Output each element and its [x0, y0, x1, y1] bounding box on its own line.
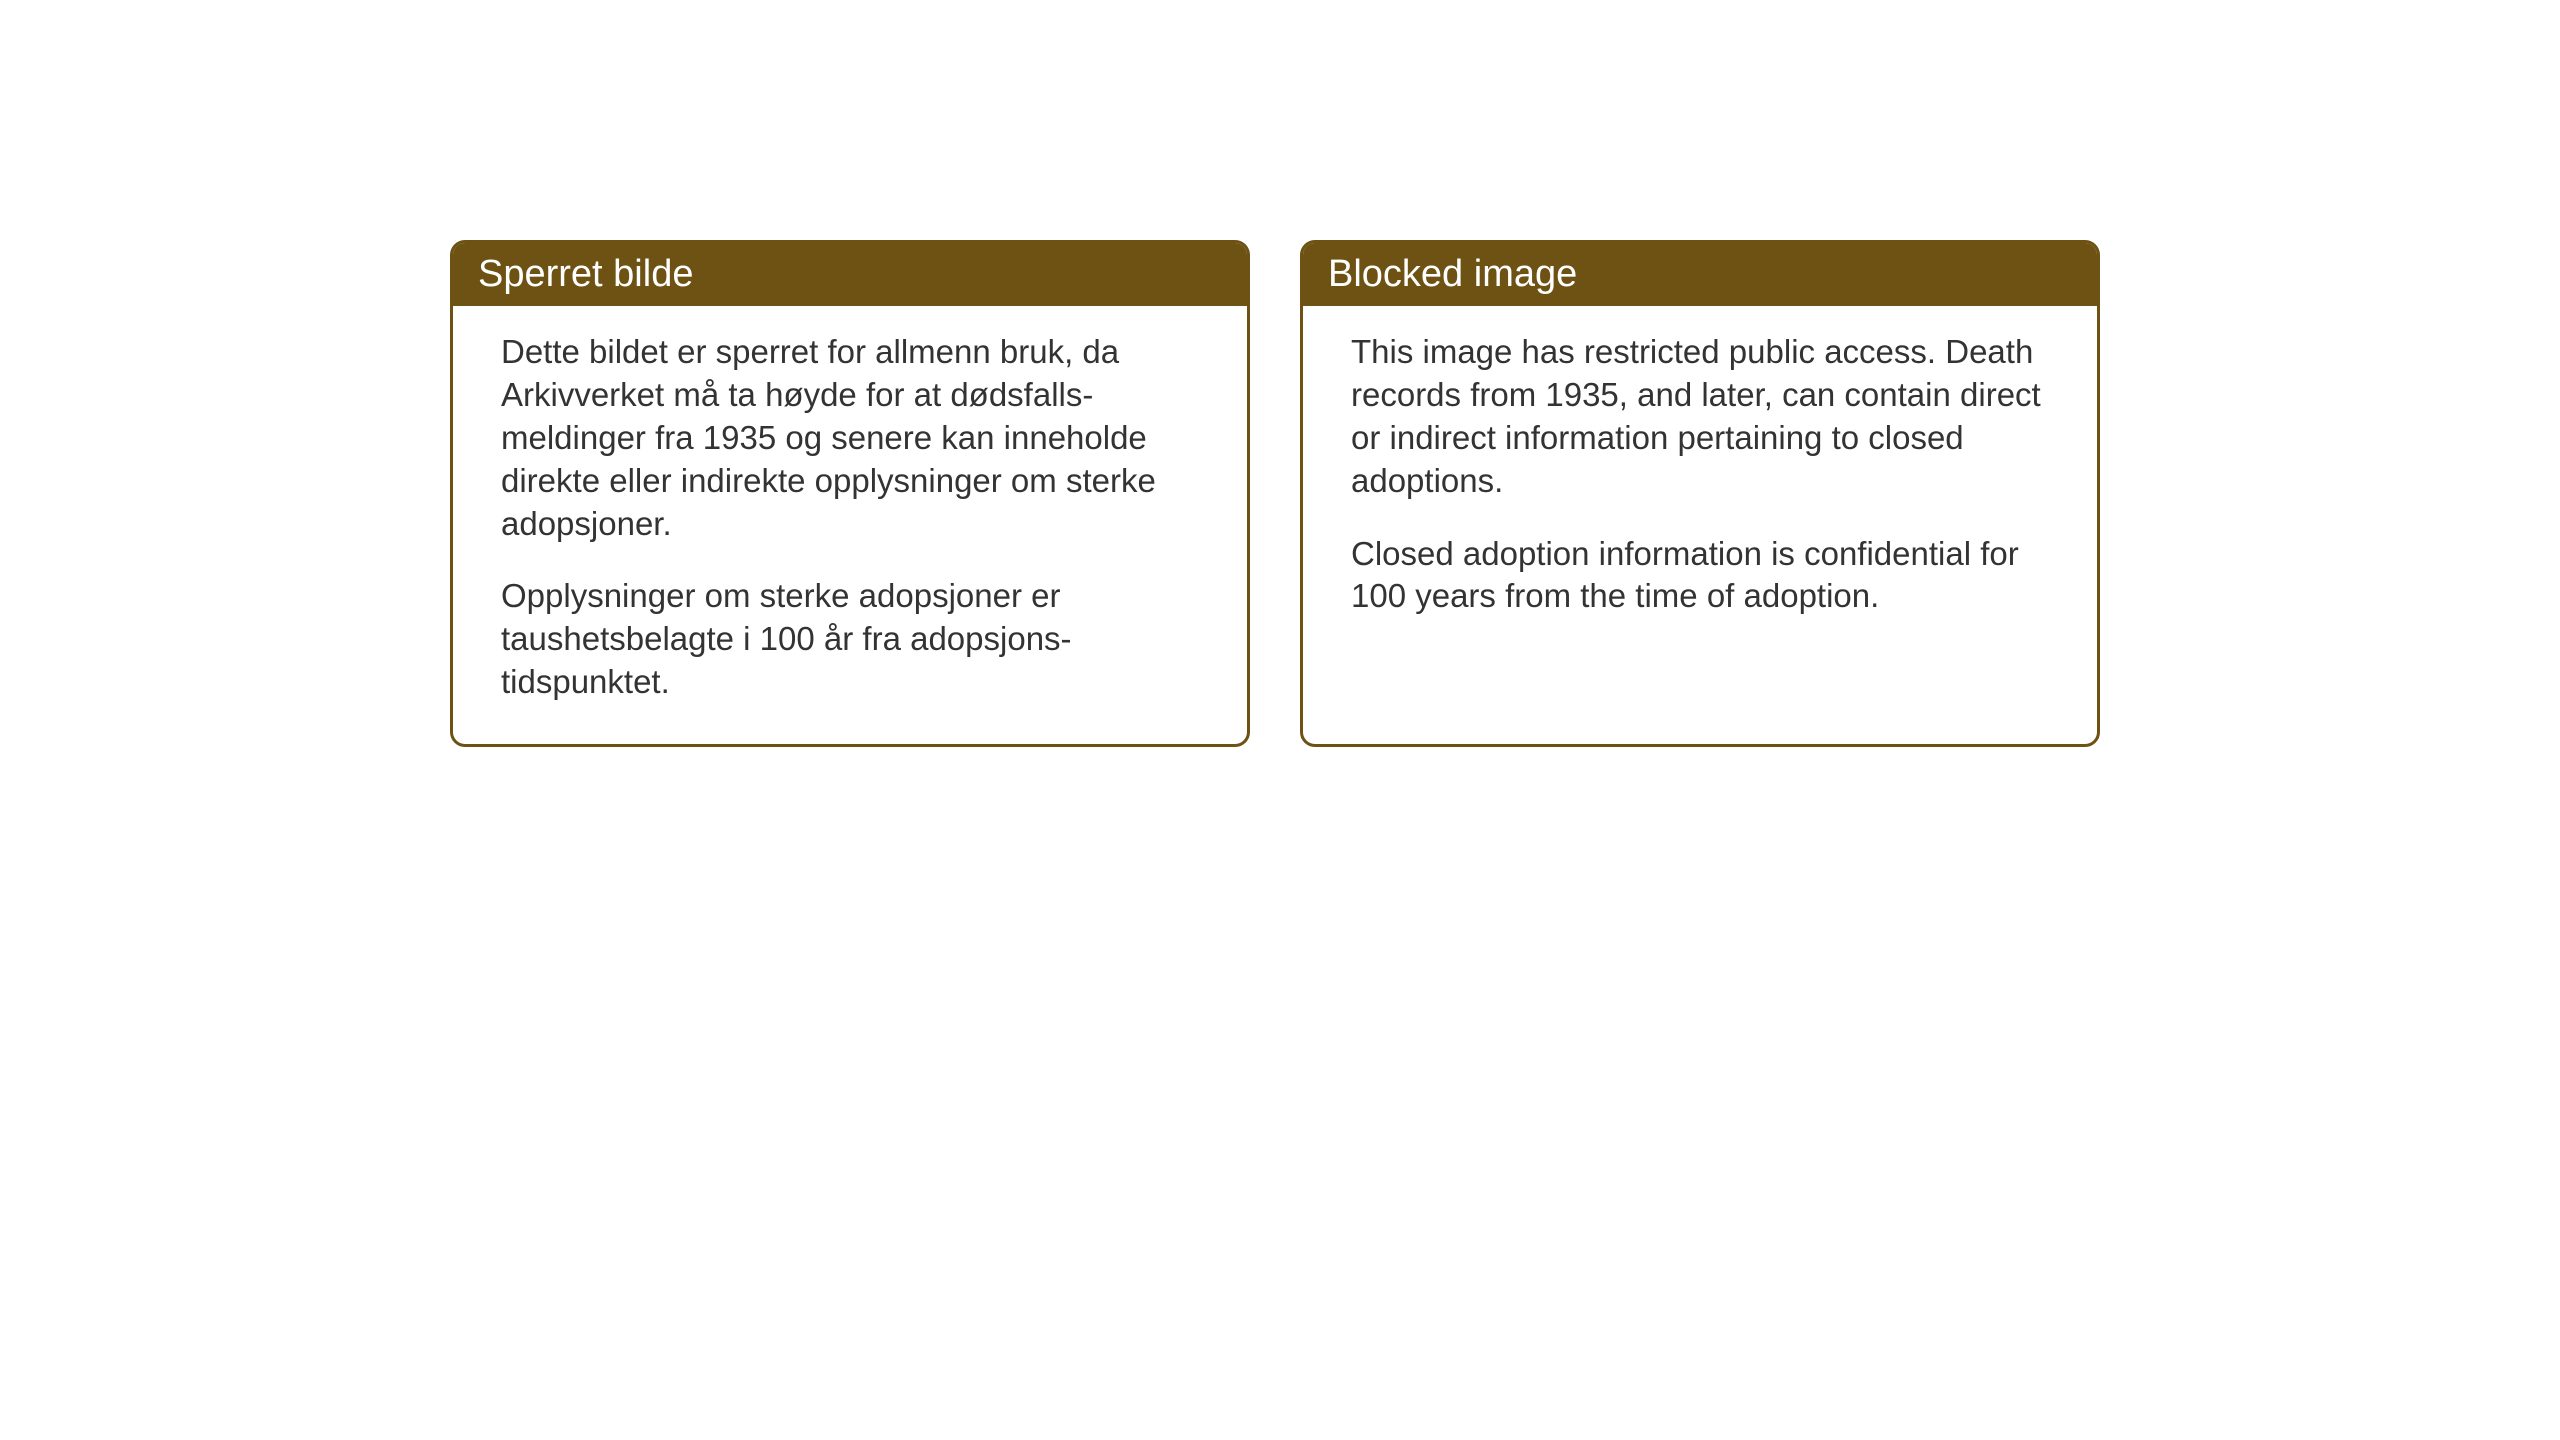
norwegian-card-title: Sperret bilde	[453, 243, 1247, 306]
norwegian-paragraph-2: Opplysninger om sterke adopsjoner er tau…	[501, 575, 1207, 704]
cards-container: Sperret bilde Dette bildet er sperret fo…	[0, 0, 2560, 747]
english-card-title: Blocked image	[1303, 243, 2097, 306]
english-paragraph-2: Closed adoption information is confident…	[1351, 533, 2057, 619]
english-paragraph-1: This image has restricted public access.…	[1351, 331, 2057, 503]
norwegian-card: Sperret bilde Dette bildet er sperret fo…	[450, 240, 1250, 747]
norwegian-card-body: Dette bildet er sperret for allmenn bruk…	[453, 306, 1247, 744]
norwegian-paragraph-1: Dette bildet er sperret for allmenn bruk…	[501, 331, 1207, 545]
english-card: Blocked image This image has restricted …	[1300, 240, 2100, 747]
english-card-body: This image has restricted public access.…	[1303, 306, 2097, 658]
